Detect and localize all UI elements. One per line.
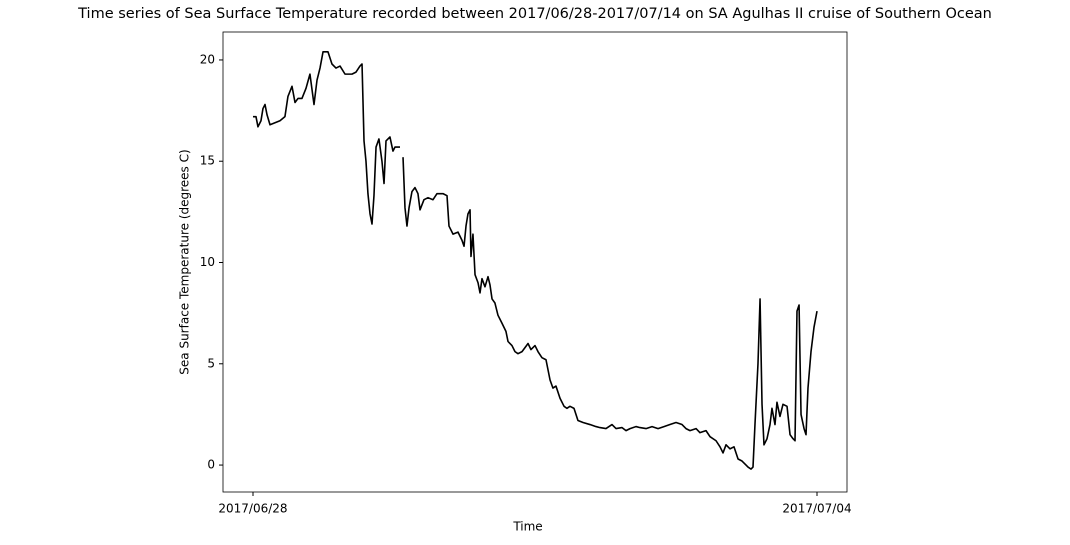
y-tick-label: 0 [207,458,215,472]
y-tick-label: 10 [200,255,215,269]
y-tick-label: 15 [200,154,215,168]
x-tick-label: 2017/06/28 [218,502,287,516]
y-axis-label: Sea Surface Temperature (degrees C) [178,149,192,374]
plot-frame [222,31,848,493]
x-tick-label: 2017/07/04 [782,502,851,516]
sst-line [252,51,818,470]
y-tick-label: 20 [200,52,215,66]
x-axis-label: Time [512,520,542,534]
chart-title: Time series of Sea Surface Temperature r… [77,6,992,22]
y-tick-label: 5 [207,356,215,370]
